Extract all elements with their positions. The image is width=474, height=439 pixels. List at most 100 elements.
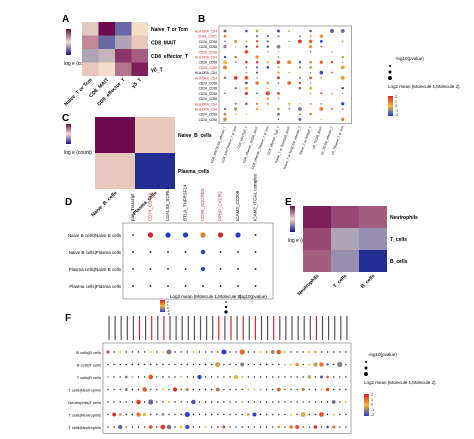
panel-B-dot <box>309 45 313 49</box>
panel-B-dot <box>223 34 227 38</box>
panel-F-dot <box>278 413 280 416</box>
panel-F-dot <box>235 413 237 416</box>
panel-D-dot <box>184 285 187 287</box>
panel-B-dot <box>255 107 259 111</box>
panel-B-dot <box>266 40 270 43</box>
panel-B-dot <box>298 66 301 69</box>
panel-F-dot <box>241 388 243 391</box>
panel-F-dot <box>295 362 299 367</box>
panel-F-dot <box>131 351 134 353</box>
panel-B-dot <box>266 102 269 105</box>
panel-F-row-label: T cells|Neutrophils <box>68 413 101 418</box>
panel-C-cell <box>135 153 175 189</box>
panel-F-dot <box>339 376 341 378</box>
panel-F-dot <box>229 376 231 378</box>
panel-F-dot <box>314 401 317 403</box>
panel-F-dot <box>276 387 281 392</box>
panel-B-dot <box>223 65 227 70</box>
panel-D-dot <box>149 251 152 253</box>
panel-B-dot <box>266 66 270 69</box>
panel-D-dot <box>217 232 224 238</box>
panel-B-dot <box>297 107 302 111</box>
panel-E-row-label: T_cells <box>390 237 407 243</box>
panel-F-dot <box>148 425 153 429</box>
panel-F-dot <box>241 426 243 428</box>
panel-F-dot <box>125 426 128 428</box>
panel-F-dot <box>326 401 329 403</box>
panel-F-dot <box>296 401 298 403</box>
panel-F-dot <box>272 401 274 403</box>
panel-D-dot <box>237 285 239 287</box>
panel-F-dot <box>192 363 195 366</box>
panel-D-dot <box>254 234 257 236</box>
panel-D-col-label: CD99_ADGRE5 <box>200 188 205 221</box>
panel-F-dot <box>217 351 219 353</box>
panel-F-dot <box>211 363 213 366</box>
panel-B-dot <box>224 92 226 95</box>
panel-F-dot <box>137 351 140 353</box>
panel-B-col-label: CD8_MAIT|γδ_T <box>236 126 248 150</box>
panel-F-dot <box>278 363 280 366</box>
panel-F-dot <box>326 425 329 429</box>
panel-A-cell <box>82 22 99 36</box>
panel-B-dot <box>277 107 280 111</box>
panel-F-dot <box>180 351 182 353</box>
panel-F-dot <box>265 376 268 378</box>
panel-F-row-label: T cells|Neutrophils <box>68 388 101 393</box>
panel-D-col-label: ICAM2_ITGAL complex <box>253 173 258 221</box>
panel-B-row-label: CD8A_CD2C <box>198 35 218 39</box>
panel-F-dot <box>307 375 311 379</box>
panel-F-dot <box>253 363 256 366</box>
panel-B-dot <box>277 76 280 80</box>
panel-B-dot <box>342 61 344 63</box>
panel-F-dot <box>185 424 190 430</box>
panel-F-dot <box>204 363 207 366</box>
panel-F-dot <box>223 363 225 366</box>
panel-B-dot <box>255 102 259 105</box>
panel-F-dot <box>247 351 249 353</box>
panel-B-dot <box>330 107 334 111</box>
panel-E-cell <box>359 250 387 272</box>
panel-D-dot <box>167 285 169 287</box>
panel-F-dot <box>345 376 347 378</box>
panel-F-dot <box>198 351 201 353</box>
panel-B-dot <box>309 102 312 105</box>
panel-A-cell <box>98 22 115 36</box>
panel-F-dot <box>113 401 115 403</box>
panel-D-dot <box>165 232 171 238</box>
panel-D-colorbar <box>160 300 165 312</box>
panel-B-dot <box>330 60 334 64</box>
panel-F-dot <box>290 351 292 353</box>
panel-F-dot <box>259 388 262 391</box>
panel-F-dot <box>284 388 286 391</box>
panel-B-dot <box>319 34 323 38</box>
panel-F-dot <box>313 362 318 367</box>
panel-F-dot <box>107 426 109 428</box>
panel-F-dot <box>284 413 286 416</box>
panel-F-dot <box>314 376 317 378</box>
panel-F-dot <box>302 363 304 366</box>
panel-F-dot <box>142 412 147 417</box>
panel-B-dot <box>320 76 323 79</box>
panel-A-cell <box>131 35 148 49</box>
panel-F-dot <box>339 413 341 416</box>
panel-B-dot <box>224 40 226 43</box>
panel-F-dot <box>326 351 329 353</box>
panel-B-dot <box>330 29 334 33</box>
panel-B-legend-color-title: Log2 mean (Molecule 1,Molecule 2) <box>388 84 460 89</box>
panel-F-dot <box>314 350 317 354</box>
panel-B-dot <box>276 60 281 64</box>
panel-D-dot <box>132 234 134 236</box>
panel-B-dot <box>288 108 290 110</box>
panel-D-dot <box>167 268 169 270</box>
panel-F-dot <box>265 413 268 416</box>
panel-B-dot <box>245 66 248 69</box>
panel-F-dot <box>211 413 213 416</box>
panel-E-cell <box>303 228 331 250</box>
panel-D-legend-tick: 1 <box>167 303 169 307</box>
panel-F-dot <box>302 376 304 378</box>
panel-F-dot <box>259 376 262 378</box>
panel-F-dot <box>192 413 195 416</box>
panel-B-legend-dot <box>388 70 392 74</box>
